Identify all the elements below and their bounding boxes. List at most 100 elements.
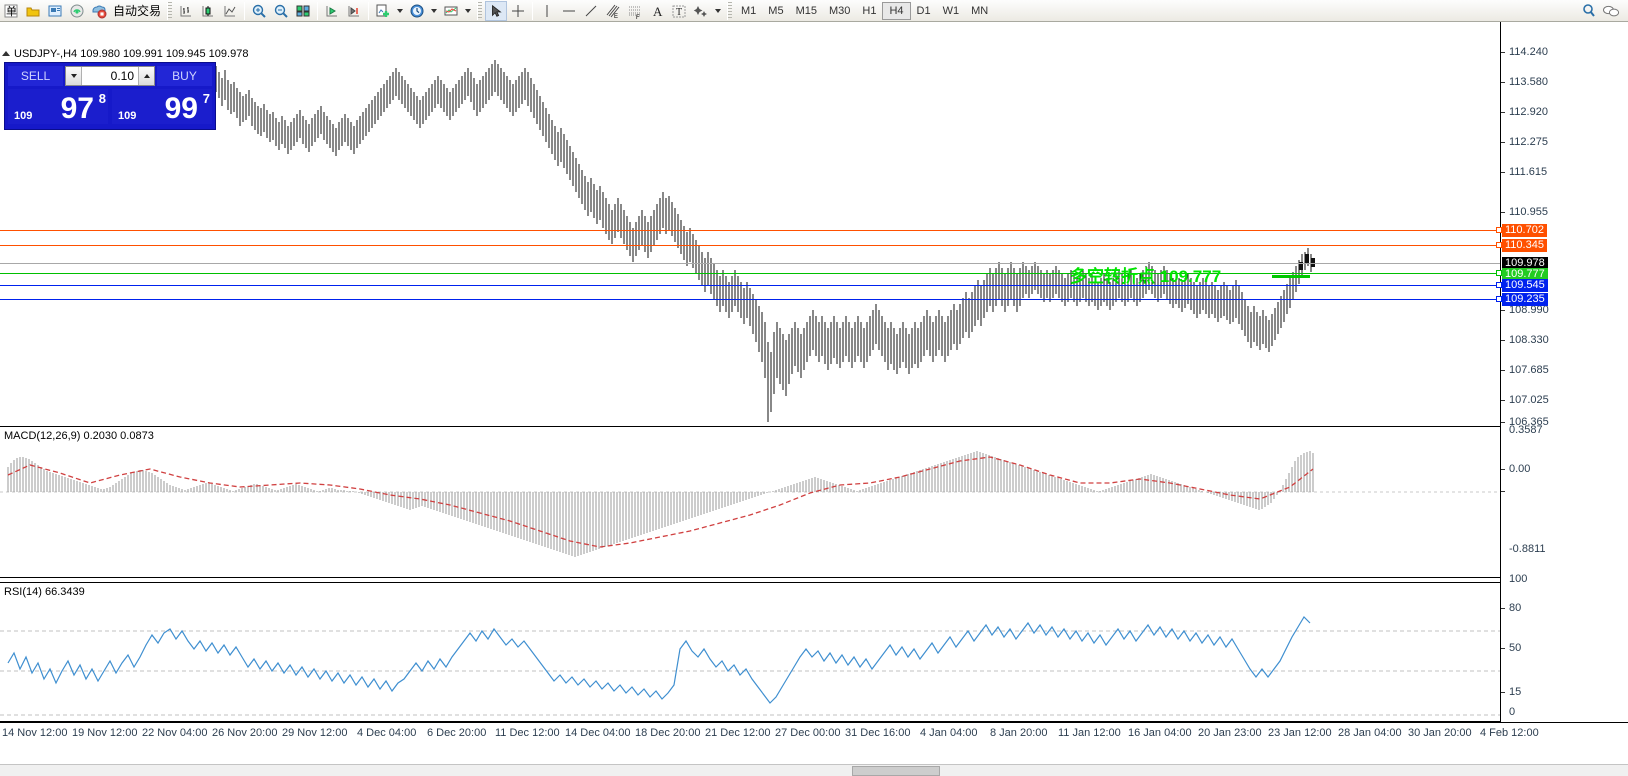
period-icon[interactable] — [406, 1, 428, 21]
time-tick-label: 26 Nov 20:00 — [212, 727, 278, 739]
level-line-support-2[interactable] — [0, 299, 1500, 300]
autotrade-label[interactable]: 自动交易 — [113, 4, 162, 18]
time-tick-label: 6 Dec 20:00 — [427, 727, 487, 739]
level-line-resistance-1[interactable] — [0, 230, 1500, 231]
new-chart-dropdown-icon[interactable] — [397, 8, 404, 13]
price-pane[interactable]: 多空转折点 109.777 — [0, 22, 1502, 422]
tab-timeframe-m5[interactable]: M5 — [768, 4, 784, 17]
level-line-pivot[interactable] — [0, 273, 1500, 274]
tab-timeframe-w1[interactable]: W1 — [942, 4, 960, 17]
search-icon[interactable] — [1578, 1, 1600, 21]
zoom-in-icon[interactable] — [248, 1, 270, 21]
bar-chart-icon[interactable] — [175, 1, 197, 21]
hline-icon[interactable] — [558, 1, 580, 21]
chart-scrollbar-thumb[interactable] — [852, 766, 940, 776]
equidistant-channel-icon[interactable]: E — [602, 1, 624, 21]
macd-pane[interactable]: MACD(12,26,9) 0.2030 0.0873 — [0, 426, 1500, 578]
axis-tag-resistance-2[interactable]: 110.345 — [1502, 239, 1547, 252]
toolbar-separator-4 — [532, 1, 534, 20]
shift-end-icon[interactable] — [321, 1, 343, 21]
time-tick-label: 14 Nov 12:00 — [2, 727, 68, 739]
axis-tag-support-2[interactable]: 109.235 — [1502, 293, 1548, 306]
price-tick-label: 106.365 — [1509, 416, 1549, 428]
tile-windows-icon[interactable] — [292, 1, 314, 21]
autotrade-icon[interactable] — [88, 1, 110, 21]
level-handle-support-1[interactable] — [1496, 282, 1502, 288]
rsi-pane[interactable]: RSI(14) 66.3439 — [0, 582, 1500, 722]
axis-tag-support-1[interactable]: 109.545 — [1502, 279, 1548, 292]
rsi-tick-label: 50 — [1509, 642, 1522, 654]
toolbar-grip-3[interactable] — [727, 1, 733, 20]
chart-area[interactable]: USDJPY-,H4 109.980 109.991 109.945 109.9… — [0, 22, 1628, 776]
text-label-icon[interactable]: A — [646, 1, 668, 21]
toolbar-separator — [244, 1, 246, 20]
objects-dropdown-icon[interactable] — [715, 8, 722, 13]
trendline-icon[interactable] — [580, 1, 602, 21]
folder-icon[interactable] — [22, 1, 44, 21]
level-handle-support-2[interactable] — [1496, 296, 1502, 302]
chart-scrollbar[interactable] — [0, 764, 1628, 776]
volume-value[interactable]: 0.10 — [110, 69, 134, 83]
time-tick-label: 4 Dec 04:00 — [357, 727, 417, 739]
macd-tick-label: 0.00 — [1509, 463, 1531, 475]
axis-tag-resistance-1[interactable]: 110.702 — [1502, 224, 1547, 237]
volume-increase-icon[interactable] — [138, 67, 154, 85]
chart-collapse-icon[interactable] — [2, 51, 10, 56]
level-handle-resistance-1[interactable] — [1496, 227, 1502, 233]
order-icon[interactable]: 单 — [0, 1, 22, 21]
toolbar-separator-3 — [368, 1, 370, 20]
volume-stepper[interactable]: 0.10 — [65, 66, 155, 86]
buy-price-prefix: 109 — [118, 110, 137, 122]
level-handle-pivot[interactable] — [1496, 270, 1502, 276]
one-click-trading-panel[interactable]: SELL 0.10 BUY 109 97 8 109 99 7 — [4, 62, 216, 130]
period-dropdown-icon[interactable] — [431, 8, 438, 13]
sell-button[interactable]: SELL — [8, 66, 63, 86]
chart-annotation-text[interactable]: 多空转折点 109.777 — [1070, 267, 1222, 286]
tab-timeframe-m15[interactable]: M15 — [795, 4, 817, 17]
text-icon[interactable]: T — [668, 1, 690, 21]
svg-text:E: E — [614, 14, 618, 19]
tab-timeframe-h1[interactable]: H1 — [862, 4, 877, 17]
new-chart-icon[interactable] — [372, 1, 394, 21]
indicators-dropdown-icon[interactable] — [465, 8, 472, 13]
time-tick-label: 28 Jan 04:00 — [1338, 727, 1402, 739]
sell-price-quote[interactable]: 109 97 8 — [8, 89, 108, 125]
axis-tag-pivot[interactable]: 109.777 — [1502, 268, 1548, 281]
chat-icon[interactable] — [1600, 1, 1622, 21]
tab-timeframe-mn[interactable]: MN — [971, 4, 989, 17]
tab-timeframe-h4[interactable]: H4 — [882, 1, 911, 20]
chart-annotation-line[interactable] — [1272, 275, 1310, 278]
auto-scroll-icon[interactable] — [343, 1, 365, 21]
price-tick-label: 108.990 — [1509, 304, 1549, 316]
zoom-out-icon[interactable] — [270, 1, 292, 21]
news-icon[interactable] — [44, 1, 66, 21]
toolbar-grip-2[interactable] — [477, 1, 483, 20]
time-tick-label: 4 Jan 04:00 — [920, 727, 978, 739]
tab-timeframe-d1[interactable]: D1 — [916, 4, 931, 17]
sell-price-prefix: 109 — [14, 110, 33, 122]
fibonacci-icon[interactable]: F — [624, 1, 646, 21]
level-line-support-1[interactable] — [0, 285, 1500, 286]
buy-button[interactable]: BUY — [157, 66, 212, 86]
volume-decrease-icon[interactable] — [66, 67, 82, 85]
rsi-tick-label: 15 — [1509, 686, 1522, 698]
time-tick-label: 19 Nov 12:00 — [72, 727, 138, 739]
price-axis[interactable]: 114.240 113.580 112.920 112.275 111.615 … — [1500, 22, 1628, 722]
price-tick-label: 112.275 — [1509, 136, 1548, 148]
tab-timeframe-m30[interactable]: M30 — [828, 4, 851, 17]
objects-icon[interactable] — [690, 1, 712, 21]
candlestick-icon[interactable] — [197, 1, 219, 21]
level-line-resistance-2[interactable] — [0, 245, 1500, 246]
vline-icon[interactable] — [536, 1, 558, 21]
crosshair-icon[interactable] — [507, 1, 529, 21]
line-chart-icon[interactable] — [219, 1, 241, 21]
indicators-icon[interactable] — [440, 1, 462, 21]
signals-icon[interactable] — [66, 1, 88, 21]
time-axis[interactable]: 14 Nov 12:00 19 Nov 12:00 22 Nov 04:00 2… — [0, 722, 1628, 776]
cursor-icon[interactable] — [485, 0, 508, 21]
toolbar-grip[interactable] — [167, 1, 173, 20]
level-handle-resistance-2[interactable] — [1496, 242, 1502, 248]
buy-price-quote[interactable]: 109 99 7 — [112, 89, 212, 125]
tab-timeframe-m1[interactable]: M1 — [741, 4, 757, 17]
time-tick-label: 18 Dec 20:00 — [635, 727, 701, 739]
